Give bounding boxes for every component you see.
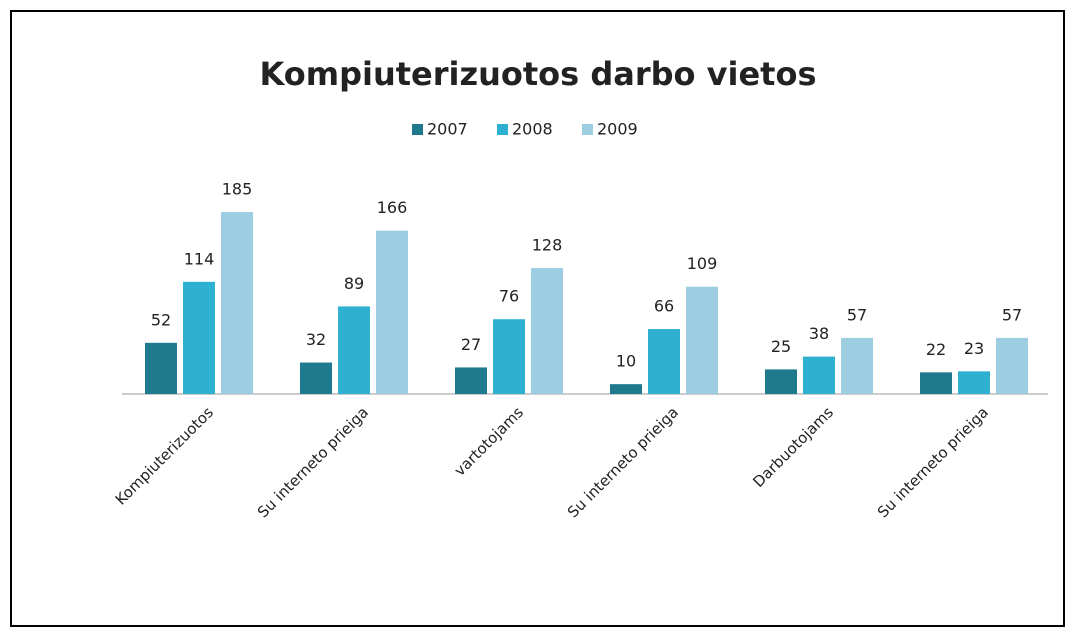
bar <box>610 384 642 394</box>
legend-swatch <box>497 124 508 135</box>
data-label: 57 <box>847 305 867 324</box>
bar <box>958 371 990 394</box>
bar <box>455 367 487 394</box>
bar <box>338 306 370 394</box>
data-label: 76 <box>499 287 519 306</box>
bar <box>493 319 525 394</box>
bar <box>765 369 797 394</box>
legend-label: 2009 <box>597 120 638 139</box>
legend-label: 2007 <box>427 120 468 139</box>
bar <box>648 329 680 394</box>
data-label: 114 <box>184 249 215 268</box>
legend-label: 2008 <box>512 120 553 139</box>
data-label: 109 <box>687 254 718 273</box>
data-label: 32 <box>306 330 326 349</box>
bar <box>376 230 408 394</box>
data-label: 89 <box>344 274 364 293</box>
data-label: 10 <box>616 352 636 371</box>
bar <box>920 372 952 394</box>
data-label: 23 <box>964 339 984 358</box>
bar <box>531 268 563 394</box>
data-label: 66 <box>654 297 674 316</box>
bar <box>841 337 873 394</box>
bar <box>300 362 332 394</box>
data-label: 38 <box>809 324 829 343</box>
bar <box>686 286 718 394</box>
bar <box>183 281 215 394</box>
data-label: 185 <box>222 179 253 198</box>
data-label: 128 <box>532 236 563 255</box>
data-label: 52 <box>151 310 171 329</box>
legend-swatch <box>582 124 593 135</box>
bar <box>996 337 1028 394</box>
bar <box>145 342 177 394</box>
chart-title: Kompiuterizuotos darbo vietos <box>260 55 817 93</box>
legend-swatch <box>412 124 423 135</box>
data-label: 22 <box>926 340 946 359</box>
bar <box>803 356 835 394</box>
data-label: 57 <box>1002 305 1022 324</box>
bar <box>221 211 253 394</box>
data-label: 166 <box>377 198 408 217</box>
data-label: 25 <box>771 337 791 356</box>
data-label: 27 <box>461 335 481 354</box>
